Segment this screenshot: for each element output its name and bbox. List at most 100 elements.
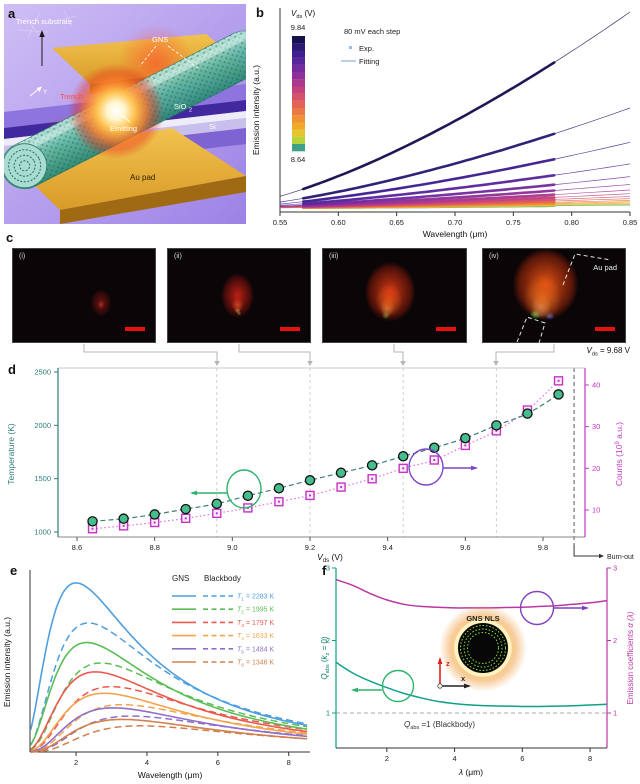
- d-temperature-point: [553, 389, 564, 400]
- f-inset-origin: [437, 683, 443, 689]
- f-right-axis-label: Emission coefficients α (λ): [626, 611, 635, 704]
- b-legend-exp-label: Exp.: [359, 44, 374, 53]
- emission-image-ii: (ii): [167, 248, 311, 343]
- d-left-tick-label: 1500: [34, 474, 51, 483]
- image-tag-i: (i): [19, 253, 26, 260]
- d-counts-point-dot: [371, 477, 374, 480]
- d-temperature-point: [118, 513, 129, 524]
- b-colorbar-segment: [292, 72, 305, 80]
- f-qabs-callout-arrow-head: [351, 687, 358, 693]
- f-qabs-callout-circle: [381, 669, 415, 703]
- d-counts-point-dot: [495, 429, 498, 432]
- si-label: Si: [209, 122, 216, 131]
- f-inset-bright-rim: [454, 619, 512, 677]
- b-x-tick-label: 0.55: [273, 218, 288, 227]
- d-temperature-point: [522, 408, 533, 419]
- e-x-axis-label: Wavelength (μm): [138, 770, 203, 780]
- d-burnout-label: Burn-out: [607, 554, 634, 561]
- d-temperature-point: [397, 451, 409, 462]
- d-right-tick-label: 20: [592, 464, 600, 473]
- e-legend-label: T4 = 1633 K: [237, 633, 275, 642]
- d-temperature-point: [491, 420, 502, 431]
- b-x-tick-label: 0.60: [331, 218, 346, 227]
- b-exp-curve: [302, 189, 556, 207]
- f-inset-x-axis-head: [464, 683, 471, 689]
- b-exp-curve: [302, 132, 556, 200]
- d-right-tick-label: 40: [592, 380, 600, 389]
- emission-image-iii: (iii): [322, 248, 467, 343]
- d-counts-point-dot: [433, 458, 436, 461]
- d-x-tick-label: 9.0: [227, 543, 237, 552]
- b-colorbar-segment: [292, 108, 305, 116]
- e-gns-curve: [30, 692, 308, 752]
- au-pad-annotation: Au pad: [593, 263, 617, 272]
- d-right-tick-label: 10: [592, 506, 600, 515]
- au-pad-front-edge: [60, 176, 246, 224]
- f-alpha-callout-circle: [519, 590, 555, 626]
- f-alpha-curve: [335, 578, 608, 609]
- b-x-tick-label: 0.75: [506, 218, 521, 227]
- gns-label: GNS: [152, 35, 168, 44]
- emitting-arrow: [122, 115, 131, 123]
- d-counts-point-dot: [402, 467, 405, 470]
- vds-subscript: ds: [591, 351, 598, 358]
- e-legend-label: T1 = 2283 K: [237, 594, 275, 603]
- d-x-tick-label: 9.8: [538, 543, 548, 552]
- b-x-tick-label: 0.80: [564, 218, 579, 227]
- y-axis-label: Y: [43, 89, 48, 96]
- b-colorbar-segment: [292, 144, 305, 152]
- d-x-axis-label: Vds (V): [317, 552, 343, 562]
- d-counts-point-dot: [308, 494, 311, 497]
- b-x-axis-label: Wavelength (μm): [423, 229, 488, 239]
- image-tag-iii: (iii): [329, 253, 339, 260]
- d-temperature-point: [273, 483, 285, 494]
- scale-bar: [436, 327, 456, 331]
- b-colorbar-segment: [292, 36, 305, 44]
- f-left-tick-label: 2: [326, 636, 330, 645]
- gns-pointer-lines: [139, 45, 199, 69]
- b-colorbar-segment: [292, 115, 305, 123]
- f-left-axis-label: Qabs (kz = 0): [320, 636, 331, 680]
- f-inset-graphene-ring: [460, 625, 506, 671]
- b-exp-curve: [302, 61, 556, 191]
- vds-value-note: Vds = 9.68 V: [586, 346, 630, 358]
- e-blackbody-curve: [30, 715, 308, 753]
- d-left-axis-label: Temperature (K): [6, 423, 16, 485]
- e-gns-curve: [29, 582, 308, 731]
- trench-substrate-label: Trench substrate: [16, 17, 72, 26]
- d-x-tick-label: 9.2: [305, 543, 315, 552]
- e-x-tick-label: 2: [74, 758, 78, 767]
- e-y-axis-label: Emission intensity (a.u.): [2, 617, 12, 707]
- f-inset-z-axis-head: [437, 657, 443, 664]
- f-alpha-callout-arrow-head: [582, 605, 589, 611]
- d-temperature-point: [335, 467, 347, 479]
- panel-e-blackbody-chart: 2 4 6 8 Wavelength (μm) Emission intensity (a…: [2, 570, 310, 780]
- scale-bar: [125, 327, 145, 331]
- e-blackbody-curve: [30, 622, 308, 746]
- d-left-tick-label: 2500: [34, 367, 51, 376]
- crystal-decoration: [17, 9, 77, 39]
- b-legend-exp-marker: [349, 46, 352, 49]
- b-legend-step: 80 mV each step: [344, 27, 400, 36]
- vds-symbol: V: [586, 346, 592, 355]
- f-inset-x-label: x: [461, 674, 466, 683]
- panel-d-temperature-chart: 1000 1500 2000 2500 10 20 30 40 8.6 8.8 9.0 9.2 9.4 9…: [6, 367, 634, 562]
- b-colorbar-segment: [292, 122, 305, 130]
- au-pad-label: Au pad: [130, 173, 155, 182]
- scale-bar: [595, 327, 615, 331]
- f-x-tick-label: 2: [385, 754, 389, 763]
- b-colorbar-segment: [292, 86, 305, 94]
- d-temperature-line: [92, 393, 559, 522]
- b-exp-curve: [302, 183, 556, 207]
- e-legend-label: T6 = 1346 K: [237, 660, 275, 669]
- vds-value: = 9.68 V: [597, 346, 630, 355]
- b-x-tick-label: 0.65: [389, 218, 404, 227]
- d-temperature-point: [149, 509, 160, 520]
- panel-label-c: c: [6, 230, 14, 245]
- e-gns-curve: [30, 671, 308, 751]
- emission-image-iv: (iv) Au pad: [482, 248, 626, 344]
- d-counts-point-dot: [122, 524, 125, 527]
- b-legend-fit-label: Fitting: [359, 57, 379, 66]
- f-inset-graphene-ring: [463, 628, 503, 668]
- e-gns-curve: [30, 718, 308, 753]
